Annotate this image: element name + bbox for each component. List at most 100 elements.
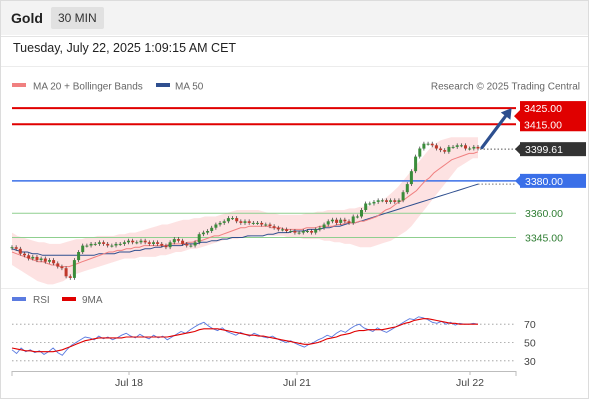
pivot-price-label: 3380.00 [525,176,563,188]
rsi-ma-legend-swatch [62,297,76,301]
candle [256,220,259,225]
instrument-title: Gold [11,10,43,26]
candle [168,240,172,250]
candle [81,243,85,254]
price-levels [12,107,516,238]
ma50-line [11,183,479,256]
candle [48,258,51,264]
candle [143,238,147,245]
candlesticks [10,141,480,280]
pivot-tag-pointer [515,175,520,186]
ma20-legend-label: MA 20 + Bollinger Bands [33,82,143,93]
ma50-legend-label: MA 50 [175,82,204,93]
candle [214,222,218,230]
candle [447,144,451,154]
candle [247,219,251,225]
last-tag-pointer [515,144,520,155]
candle [93,242,97,246]
candle [409,169,413,187]
watermark: Research © 2025 Trading Central [431,82,580,93]
candle [360,208,363,219]
rsi-tick-label: 50 [524,338,536,350]
candle [472,144,476,151]
candle [23,251,26,258]
candle [439,146,443,153]
candle [397,198,401,204]
candle [102,240,106,246]
candle [164,243,168,250]
candle [393,198,397,204]
candle [106,242,110,248]
candle [31,254,35,261]
candle [310,229,314,235]
candle [35,254,39,263]
candle [201,230,205,237]
candle [235,216,239,224]
candle [281,227,284,232]
candle [77,250,81,263]
candle [401,190,405,203]
candle [268,222,272,229]
candle [131,238,135,245]
timeframe-button[interactable]: 30 MIN [51,7,104,29]
candle [380,198,384,203]
candle [285,227,289,233]
candle [293,229,297,235]
candle [426,141,430,146]
candle [172,237,176,245]
resistance-label: 3415.00 [524,119,562,131]
forecast-arrow [480,108,512,150]
candle [135,240,139,245]
candle [152,240,155,246]
candle [231,216,234,221]
candle [160,242,164,248]
candle [60,264,64,271]
candle [372,199,376,206]
candle [122,240,126,246]
rsi-legend-label: RSI [33,295,50,306]
candle [185,242,189,248]
candle [210,225,214,233]
candle [422,141,426,151]
candle [14,245,18,251]
candle [18,246,22,256]
rsi-ma-legend-label: 9MA [82,295,103,306]
candle [260,220,264,227]
x-axis: Jul 18 Jul 21 Jul 22 [11,371,517,389]
candle [52,258,56,266]
candle [239,219,243,225]
candle [434,143,438,151]
candle [389,198,393,204]
candle [385,198,388,204]
candle [114,242,118,248]
candle [351,214,355,225]
candle [343,217,347,224]
candle [305,229,309,233]
candle [72,258,76,280]
candle [243,219,247,225]
x-tick-label: Jul 22 [456,377,484,389]
price-tags: 3425.00 3415.00 3399.61 3380.00 3360.00 3345.… [514,101,586,244]
rsi-ma-line [11,318,478,353]
resistance-label: 3425.00 [524,103,562,115]
candle [459,143,463,148]
candle [414,154,418,174]
bollinger-bands [12,137,478,285]
candle [314,227,318,235]
candle [297,230,301,235]
candle [193,240,197,248]
candle [364,201,368,212]
candle [326,219,330,227]
candle [418,146,422,159]
candle [10,245,14,251]
candle [127,238,130,245]
candle [368,201,372,206]
forecast-arrow-head [500,108,512,120]
x-tick-label: Jul 18 [115,377,143,389]
pivot-tag-box [520,173,586,188]
candle [347,219,351,225]
candle [289,229,293,233]
candle [197,232,201,245]
